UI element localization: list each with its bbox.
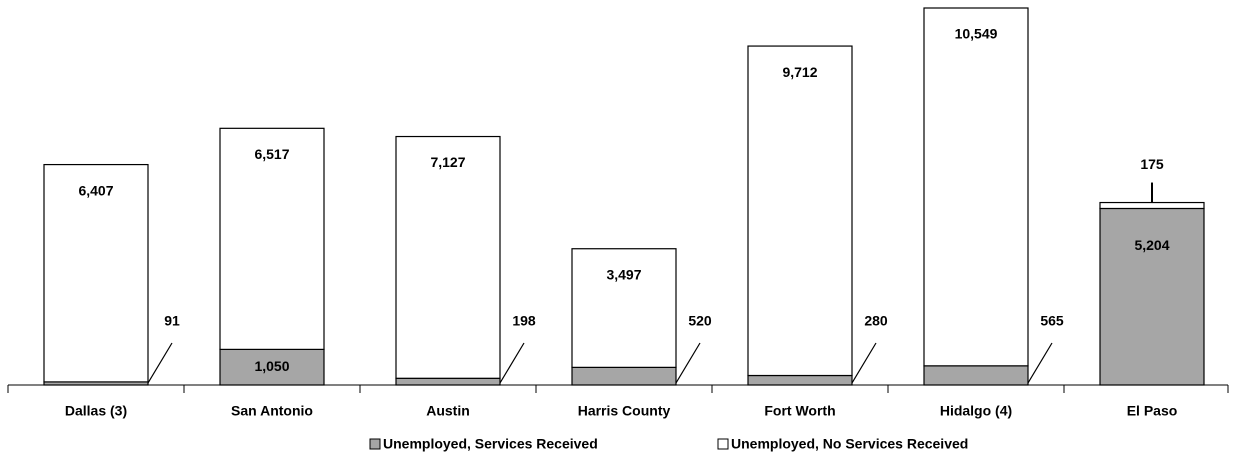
bar-segment [219,348,325,386]
x-tick-label: San Antonio [231,403,313,419]
x-tick-label: Hidalgo (4) [940,403,1012,419]
value-label: 9,712 [782,64,817,80]
bar-segment [43,163,149,383]
value-label: 1,050 [254,358,289,374]
value-label: 7,127 [430,154,465,170]
leader-line [147,342,173,384]
value-label: 520 [688,313,712,329]
value-label: 6,517 [254,146,289,162]
bar-segment [747,374,853,386]
legend-swatch [717,438,729,450]
bar-segment [1099,201,1205,210]
x-tick-label: Harris County [578,403,671,419]
x-tick-label: Dallas (3) [65,403,127,419]
bar-segment [395,377,501,386]
leader-line [675,342,701,384]
value-label: 3,497 [606,266,641,282]
x-tick-label: Fort Worth [764,403,835,419]
x-tick-label: El Paso [1127,403,1178,419]
value-label: 175 [1140,156,1164,172]
bar-segment [395,135,501,379]
bar-segment [571,248,677,368]
leader-line [499,342,525,384]
leader-line [851,342,877,384]
leader-line [1027,342,1053,384]
bar-segment [1099,207,1205,386]
x-tick-label: Austin [426,403,470,419]
bar-segment [923,365,1029,386]
value-label: 91 [164,313,180,329]
bar-segment [923,7,1029,367]
value-label: 565 [1040,313,1064,329]
legend-label: Unemployed, No Services Received [731,436,968,452]
bar-segment [219,127,325,350]
legend-swatch [369,438,381,450]
value-label: 5,204 [1134,237,1169,253]
bar-segment [571,366,677,386]
value-label: 280 [864,313,888,329]
value-label: 6,407 [78,182,113,198]
legend-label: Unemployed, Services Received [383,436,598,452]
value-label: 10,549 [955,26,998,42]
value-label: 198 [512,313,536,329]
bar-segment [747,45,853,377]
